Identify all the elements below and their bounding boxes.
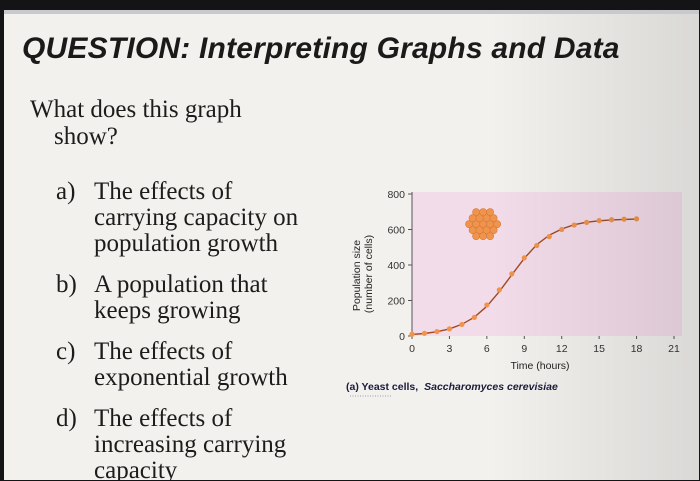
option-letter: a) [56,178,76,205]
yeast-cell [489,226,498,235]
data-point [609,217,615,223]
data-point [496,287,502,293]
option-line: The effects of [94,338,233,365]
option-line: exponential growth [94,364,288,391]
question-text: What does this graph show? [30,96,242,150]
y-axis-ticks: 0 200 400 600 800 [387,189,412,343]
data-point [509,271,515,277]
option-line: The effects of [94,178,233,205]
x-tick-label: 21 [668,343,680,355]
yeast-cell [479,208,488,217]
option-c: c) The effects of exponential growth [56,339,288,391]
option-line: carrying capacity on [94,204,299,231]
x-tick-label: 15 [593,343,605,355]
x-axis-label: Time (hours) [510,360,569,372]
question-line-2: show? [54,123,118,150]
caption-prefix: (a) Yeast cells, [346,381,418,393]
y-tick-label: 200 [387,296,405,308]
x-tick-label: 3 [447,343,453,355]
option-a: a) The effects of carrying capacity on p… [56,179,298,257]
yeast-cell [486,208,495,217]
option-line: capacity [94,457,178,481]
chart-caption: (a) Yeast cells, Saccharomyces cerevisia… [346,381,558,393]
x-tick-label: 6 [484,343,490,355]
x-tick-label: 12 [556,343,568,355]
option-line: increasing carrying [94,431,287,458]
x-axis-ticks: 0 3 6 9 12 15 18 21 [409,336,680,355]
y-axis-label: Population size (number of cells) [351,235,375,313]
x-tick-label: 9 [521,343,527,355]
data-point [534,242,540,249]
yeast-cell [489,214,498,223]
data-point [584,219,590,225]
option-letter: c) [56,338,76,365]
data-point [471,314,477,320]
slide: QUESTION: Interpreting Graphs and Data W… [4,10,699,480]
yeast-cell [465,220,474,229]
option-letter: d) [56,405,77,432]
data-point [596,218,602,224]
yeast-cell [479,232,488,241]
option-letter: b) [56,271,77,298]
y-tick-label: 0 [399,331,405,343]
y-tick-label: 600 [387,225,405,237]
y-axis-label-line-1: Population size [351,240,363,311]
population-growth-chart: 0 200 400 600 800 0 3 6 9 12 15 18 21 Population si… [346,189,682,397]
data-point [633,216,640,222]
caption-species: Saccharomyces cerevisiae [424,381,558,393]
yeast-cells-illustration [465,208,502,241]
slide-title: QUESTION: Interpreting Graphs and Data [22,32,620,65]
plot-background [412,192,682,336]
yeast-cell [468,226,477,235]
yeast-cell [472,232,481,241]
x-tick-label: 0 [409,343,415,355]
option-line: population growth [94,230,279,257]
question-line-1: What does this graph [30,96,242,123]
data-point [546,234,552,240]
y-tick-label: 800 [387,189,405,201]
data-point [409,331,415,337]
data-point [571,222,577,228]
data-point [521,255,527,261]
yeast-cell [472,208,481,217]
option-line: The effects of [94,405,233,432]
data-points [409,216,640,337]
data-point [421,330,428,336]
x-tick-label: 18 [631,343,643,355]
yeast-cell [468,214,477,223]
y-tick-label: 400 [387,260,405,272]
data-point [621,216,627,222]
option-line: keeps growing [94,297,241,324]
data-point [434,328,440,335]
data-point [559,226,565,233]
yeast-cell [493,220,502,229]
data-point [484,302,490,308]
data-point [459,321,465,328]
option-line: A population that [94,271,268,298]
option-b: b) A population that keeps growing [56,272,268,324]
yeast-cell [486,232,495,241]
y-axis-label-line-2: (number of cells) [363,235,375,313]
data-point [446,326,453,332]
option-d: d) The effects of increasing carrying ca… [56,405,287,481]
